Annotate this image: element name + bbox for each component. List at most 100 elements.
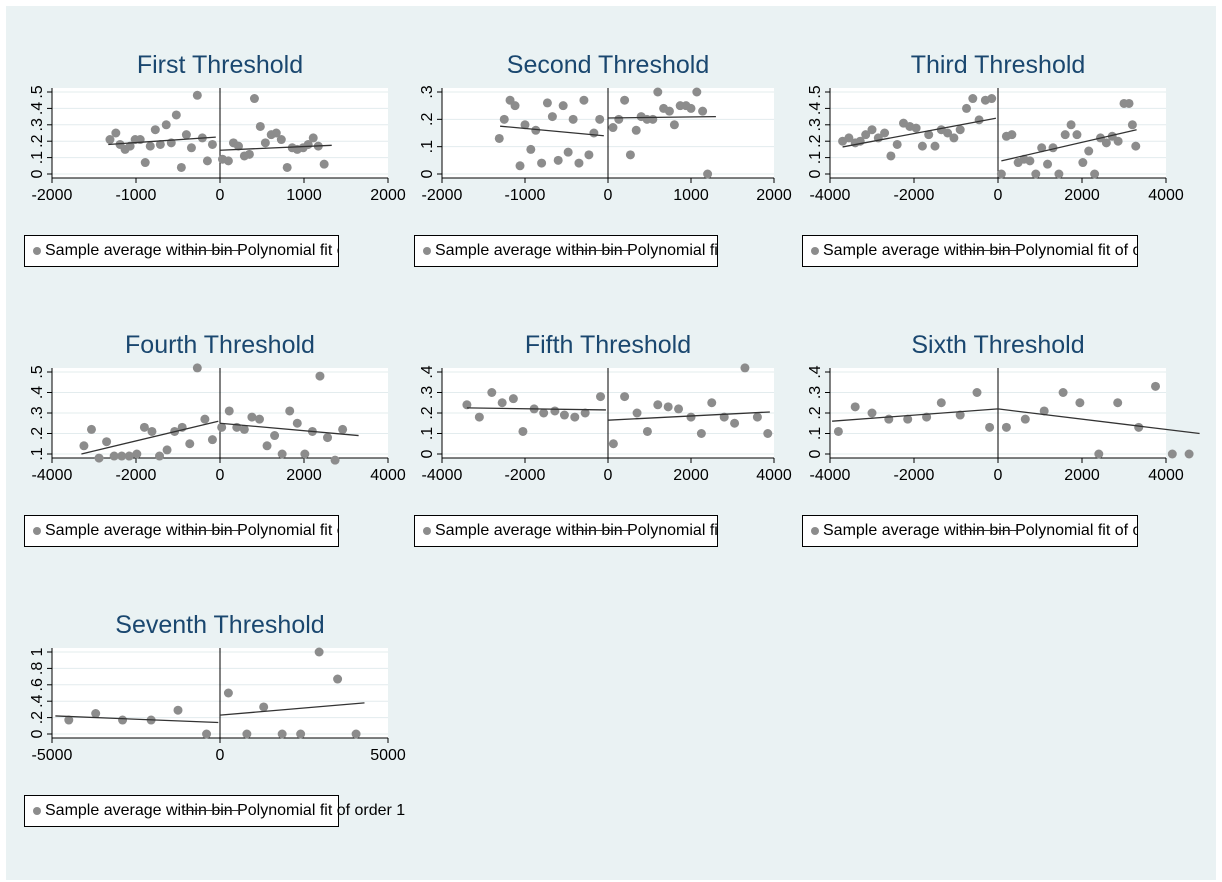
data-point	[698, 106, 708, 116]
x-tick-label: -4000	[810, 467, 851, 484]
x-tick-label: 5000	[370, 747, 406, 764]
fit-line	[219, 702, 365, 716]
y-tick-label: .3	[29, 406, 46, 419]
data-point	[547, 112, 557, 122]
data-point	[903, 414, 913, 424]
data-point	[247, 412, 257, 422]
data-point	[1072, 130, 1082, 140]
data-point	[86, 424, 96, 434]
chart-panel: First Threshold 0 .1 .2 .3 .4 .5 -2000 -1000 0 100…	[4, 50, 440, 280]
x-tick-label: 4000	[1148, 187, 1184, 204]
data-point	[974, 115, 984, 125]
x-tick-label: -5000	[32, 747, 73, 764]
legend-label: Sample average within bin Polynomial fit…	[45, 802, 406, 819]
y-tick-label: .5	[807, 85, 824, 98]
fit-line	[832, 408, 1200, 435]
data-point	[537, 158, 547, 168]
data-point	[150, 125, 160, 135]
data-point	[930, 141, 940, 151]
fit-line	[219, 144, 332, 151]
data-point	[686, 103, 696, 113]
x-tick-label: -1000	[505, 187, 546, 204]
data-point	[254, 414, 264, 424]
data-point	[568, 114, 578, 124]
legend-line-icon	[961, 530, 1021, 531]
x-tick-label: 2000	[370, 187, 406, 204]
data-point	[703, 169, 713, 179]
legend: Sample average within bin Polynomial fit…	[802, 515, 1138, 547]
data-point	[707, 398, 717, 408]
data-point	[155, 139, 165, 149]
x-tick-label: 1000	[673, 187, 709, 204]
data-point	[242, 729, 252, 739]
data-point	[132, 449, 142, 459]
x-tick-label: 2000	[756, 187, 792, 204]
data-point	[185, 439, 195, 449]
data-point	[124, 451, 134, 461]
data-point	[861, 130, 871, 140]
data-point	[1184, 449, 1194, 459]
data-point	[936, 398, 946, 408]
data-point	[487, 388, 497, 397]
x-tick-label: 4000	[1148, 467, 1184, 484]
data-point	[631, 125, 641, 135]
data-point	[763, 429, 773, 438]
y-tick-label: .5	[29, 85, 46, 98]
data-point	[884, 414, 894, 424]
legend: Sample average within bin Polynomial fit…	[802, 235, 1138, 267]
data-point	[1113, 136, 1123, 146]
data-point	[200, 414, 210, 424]
y-tick-label: .2	[419, 406, 436, 419]
x-tick-label: 0	[216, 467, 225, 484]
data-point	[1084, 146, 1094, 156]
data-point	[176, 162, 186, 172]
data-point	[282, 162, 292, 172]
data-point	[105, 135, 115, 145]
data-point	[462, 400, 472, 410]
data-point	[886, 151, 896, 161]
data-point	[1031, 169, 1041, 179]
data-point	[614, 114, 624, 124]
y-tick-label: .1	[807, 151, 824, 164]
chart-panel: Second Threshold 0 .1 .2 .3 -2000 -1000 0 1000 20…	[394, 50, 826, 280]
chart-panel: Fourth Threshold .1 .2 .3 .4 .5 -4000 -2000 0 200…	[4, 330, 440, 560]
data-point	[323, 433, 333, 443]
legend-line-icon	[573, 530, 633, 531]
data-point	[740, 363, 750, 373]
data-point	[330, 455, 340, 465]
y-tick-label: 0	[29, 729, 46, 738]
data-point	[255, 121, 265, 131]
data-point	[943, 128, 953, 138]
data-point	[1134, 422, 1144, 432]
legend-line-icon	[183, 250, 243, 251]
data-point	[145, 141, 155, 151]
y-tick-label: .4	[29, 102, 46, 115]
y-tick-label: .4	[807, 102, 824, 115]
legend-line-icon	[961, 250, 1021, 251]
data-point	[518, 426, 528, 436]
data-point	[1020, 414, 1030, 424]
legend-label: Sample average within bin Polynomial fit…	[823, 242, 1137, 259]
legend-label: Sample average within bin Polynomial fit…	[45, 242, 338, 259]
data-point	[531, 125, 541, 135]
legend-marker-icon	[423, 247, 431, 255]
data-point	[539, 408, 549, 418]
data-point	[315, 371, 325, 381]
data-point	[962, 103, 971, 113]
y-tick-label: .4	[807, 365, 824, 378]
fit-line	[607, 115, 716, 119]
data-point	[300, 449, 310, 459]
chart-panel: Third Threshold 0 .1 .2 .3 .4 .5 -4000 -2000 0 200…	[782, 50, 1218, 280]
data-point	[508, 394, 518, 404]
data-point	[686, 412, 696, 422]
data-point	[833, 426, 843, 436]
data-point	[192, 363, 202, 373]
data-point	[1124, 98, 1134, 108]
data-point	[249, 94, 259, 104]
data-point	[1090, 169, 1100, 179]
data-point	[277, 449, 287, 459]
data-point	[620, 392, 630, 402]
data-point	[1037, 143, 1047, 153]
chart-title: Fifth Threshold	[524, 331, 692, 359]
